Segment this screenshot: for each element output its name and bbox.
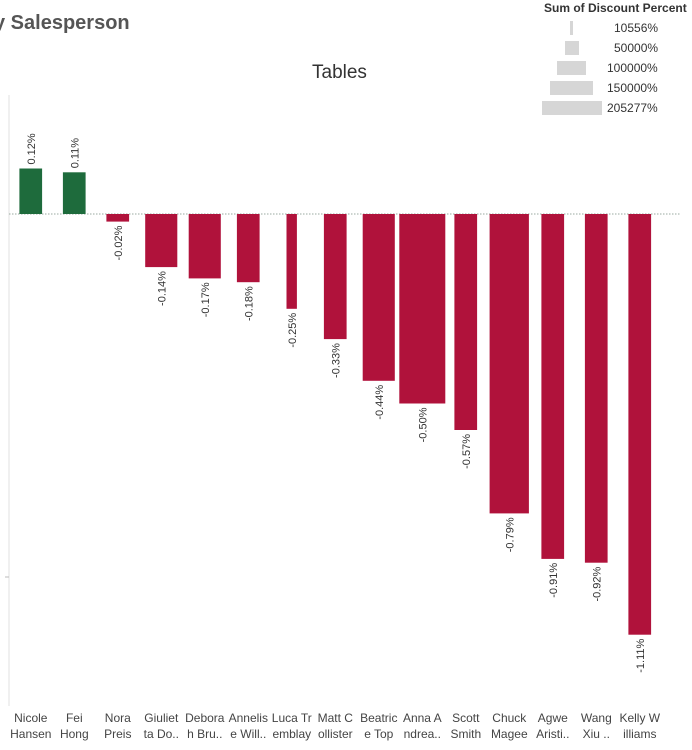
data-label: -0.17% (200, 282, 212, 317)
legend-label-5: 205277% (607, 101, 658, 115)
legend-swatch-3 (557, 61, 586, 75)
data-label: -0.14% (156, 271, 168, 306)
data-label: 0.11% (69, 138, 81, 169)
x-tick-label: Nicole Hansen (10, 711, 52, 741)
legend-label-2: 50000% (614, 41, 659, 55)
x-tick-label: Beatric e Top (360, 711, 398, 741)
bar[interactable] (106, 214, 130, 222)
legend-swatch-4 (550, 81, 593, 95)
data-label: -0.25% (287, 313, 299, 348)
bar[interactable] (286, 214, 297, 309)
x-tick-label: Fei Hong (59, 711, 89, 741)
bar[interactable] (489, 214, 529, 514)
legend-swatch-1 (570, 21, 573, 35)
x-tick-label: Giuliet ta Do.. (143, 711, 179, 741)
x-tick-label: Wang Xiu .. (580, 711, 612, 741)
bar[interactable] (145, 214, 178, 268)
data-label: -0.44% (374, 385, 386, 420)
bar[interactable] (454, 214, 478, 430)
x-tick-label: Nora Preis (104, 711, 132, 741)
page-title: y Salesperson (0, 12, 130, 34)
legend-swatch-2 (565, 41, 579, 55)
x-tick-label: Chuck Magee (490, 711, 528, 741)
legend-label-1: 10556% (614, 21, 659, 35)
data-label: -0.33% (330, 343, 342, 378)
data-label: -0.79% (504, 517, 516, 552)
data-label: 0.12% (26, 133, 38, 164)
chart-title: Tables (312, 62, 367, 83)
legend-label-4: 150000% (607, 81, 658, 95)
data-label: -0.57% (461, 434, 473, 469)
bar[interactable] (188, 214, 221, 279)
x-tick-label: Matt C ollister (317, 711, 353, 741)
bar[interactable] (584, 214, 608, 563)
bar[interactable] (628, 214, 652, 635)
legend-label-3: 100000% (607, 61, 658, 75)
x-tick-label: Kelly W illiams (619, 711, 661, 741)
bar[interactable] (399, 214, 446, 404)
bar[interactable] (62, 172, 86, 214)
bar[interactable] (362, 214, 395, 381)
bar[interactable] (323, 214, 347, 340)
data-label: -0.50% (417, 407, 429, 442)
x-tick-label: Debora h Bru.. (185, 711, 225, 741)
bar[interactable] (236, 214, 260, 283)
legend-swatch-5 (542, 101, 602, 115)
size-legend: Sum of Discount Percent 10556% 50000% 10… (536, 0, 692, 120)
legend-title: Sum of Discount Percent (544, 1, 687, 15)
x-tick-label: Annelis e Will.. (228, 711, 268, 741)
bar[interactable] (19, 168, 43, 215)
data-label: -1.11% (635, 638, 647, 672)
data-label: -0.18% (243, 286, 255, 321)
x-tick-label: Agwe Aristi.. (536, 711, 570, 741)
bar[interactable] (541, 214, 565, 559)
x-tick-label: Anna A ndrea.. (402, 711, 442, 741)
data-label: -0.02% (113, 225, 125, 260)
x-tick-label: Luca Tr emblay (271, 711, 312, 741)
data-label: -0.91% (548, 563, 560, 598)
data-label: -0.92% (591, 566, 603, 601)
x-tick-label: Scott Smith (450, 711, 482, 741)
